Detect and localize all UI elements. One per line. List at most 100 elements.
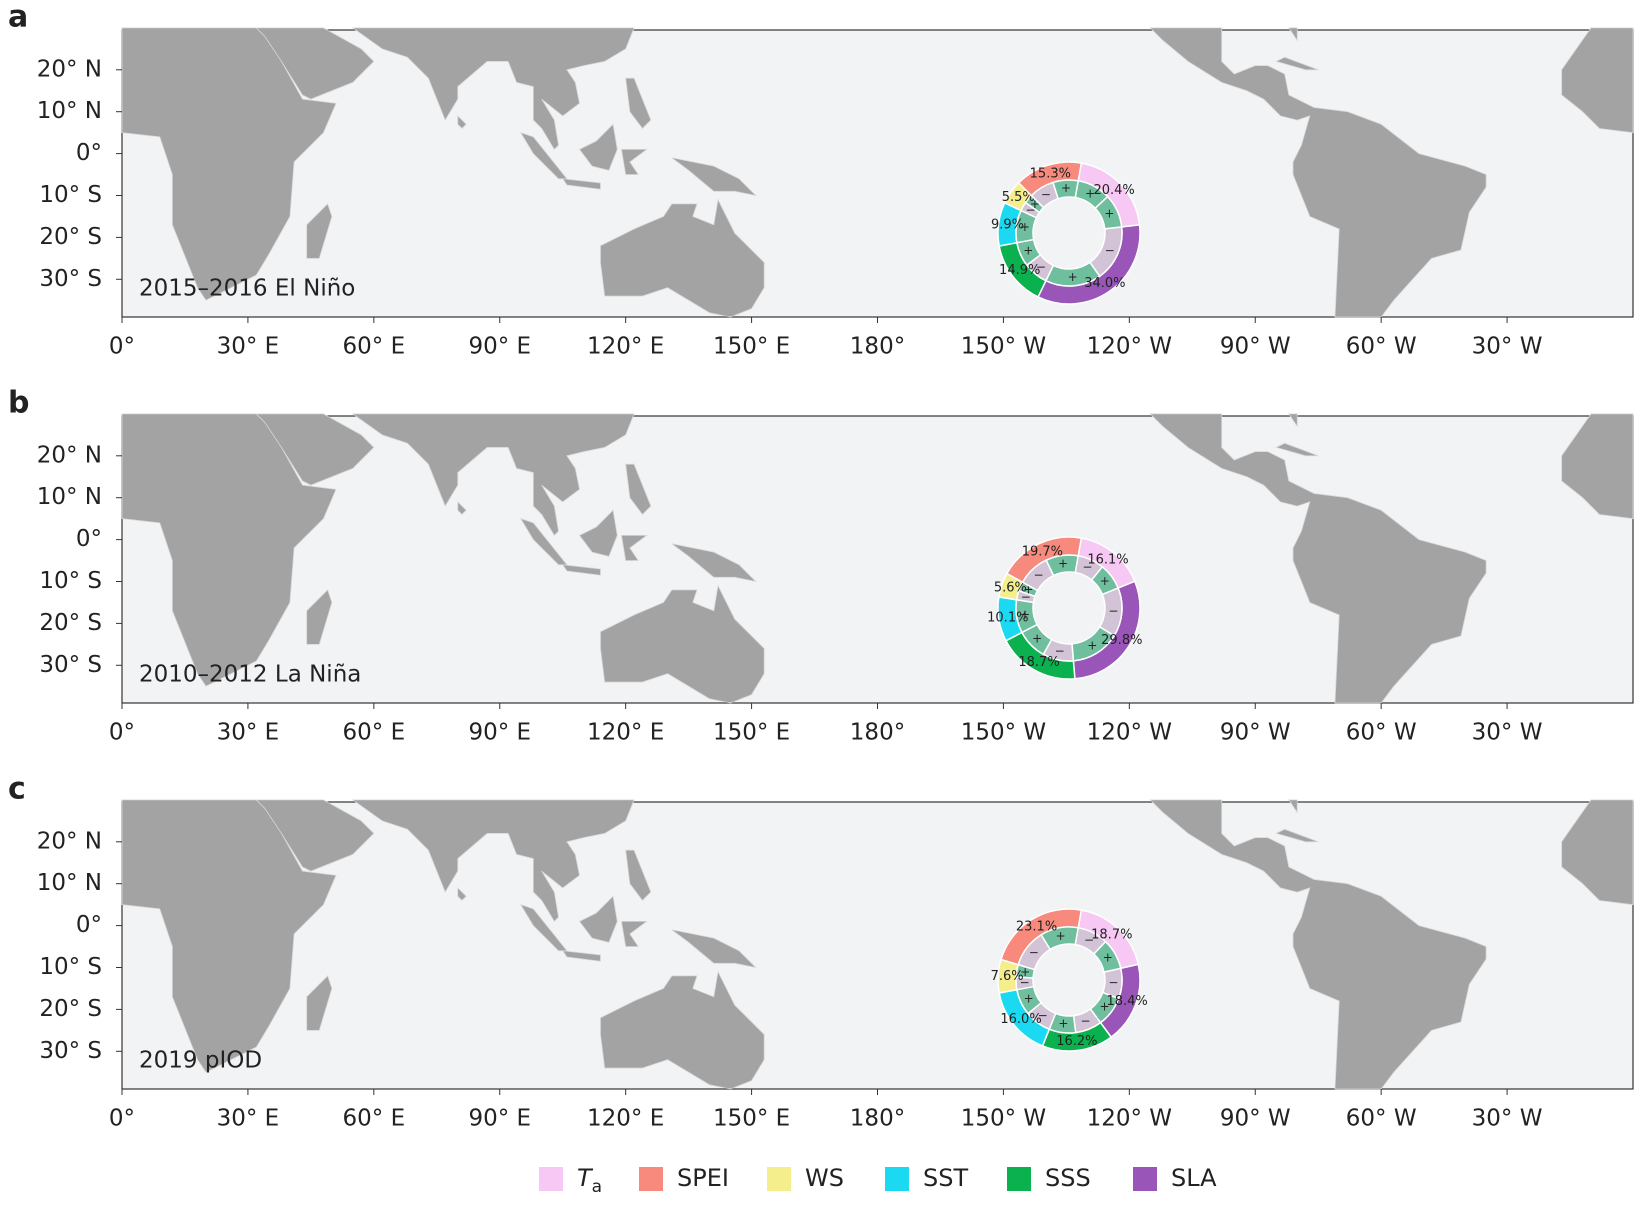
inner-sign: − [1055,644,1065,658]
y-tick-label: 0° [76,912,102,938]
y-tick-label: 10° S [39,568,102,594]
legend-name: WS [805,1164,844,1192]
legend-label: SPEI [677,1164,729,1192]
y-tick-label: 10° S [39,954,102,980]
legend-swatch [639,1167,663,1191]
inner-sign: + [1032,632,1042,646]
inner-sign: − [1038,1008,1048,1022]
land [578,509,618,557]
y-tick-label: 20° S [39,610,102,636]
land [620,921,648,947]
x-tick-label: 30° W [1472,334,1543,360]
land [457,886,467,902]
x-tick-label: 30° W [1472,1106,1543,1132]
land [457,500,467,516]
y-tick-label: 0° [76,526,102,552]
percent-label: 19.7% [1022,545,1063,560]
y-tick-label: 30° S [39,652,102,678]
inner-sign: − [1029,945,1039,959]
legend-swatch [539,1167,563,1191]
inner-segment [1040,926,1080,951]
land [671,157,757,197]
x-tick-label: 120° E [587,720,664,746]
inner-sign: − [1025,203,1035,217]
land [306,975,333,1031]
percent-label: 14.9% [999,263,1040,278]
percent-label: 18.7% [1091,928,1132,943]
land [351,413,635,537]
land [1288,413,1298,428]
x-tick-label: 120° W [1087,720,1172,746]
y-tick-label: 10° S [39,182,102,208]
inner-sign: + [1023,244,1033,258]
land [561,178,601,190]
x-tick-label: 150° W [961,720,1046,746]
inner-sign: − [1108,604,1118,618]
land [671,543,757,583]
x-tick-label: 30° E [217,720,280,746]
land [306,589,333,645]
land [306,203,333,259]
land [600,970,765,1090]
legend-name: SSS [1045,1164,1091,1192]
inner-sign: + [1020,608,1030,622]
y-tick-label: 20° S [39,224,102,250]
inner-sign: + [1024,991,1034,1005]
y-tick-label: 10° N [37,484,102,510]
land [1561,413,1634,520]
inner-sign: + [1103,951,1113,965]
inner-sign: + [1100,999,1110,1013]
y-tick-label: 20° N [37,442,102,468]
x-tick-label: 60° W [1346,334,1417,360]
inner-sign: − [1081,1014,1091,1028]
land [625,849,652,902]
legend-swatch [767,1167,791,1191]
land [578,123,618,171]
y-tick-label: 30° S [39,1038,102,1064]
inner-sign: + [1104,207,1114,221]
inner-sign: − [1036,260,1046,274]
x-tick-label: 180° [850,334,905,360]
x-tick-label: 60° E [343,334,406,360]
land [561,564,601,576]
y-tick-label: 20° N [37,828,102,854]
inner-sign: + [1087,638,1097,652]
percent-label: 7.6% [991,969,1024,984]
land [351,799,635,923]
x-tick-label: 180° [850,1106,905,1132]
land [255,799,375,872]
inner-sign: − [1082,560,1092,574]
legend-name: SST [923,1164,968,1192]
land [620,149,648,175]
land [457,114,467,130]
legend-swatch [1007,1167,1031,1191]
inner-sign: + [1056,929,1066,943]
y-tick-label: 30° S [39,266,102,292]
land [671,929,757,969]
x-tick-label: 150° E [713,720,790,746]
inner-sign: − [1034,568,1044,582]
x-tick-label: 30° E [217,1106,280,1132]
land [351,27,635,151]
percent-label: 18.4% [1106,994,1147,1009]
x-tick-label: 120° W [1087,334,1172,360]
legend-label: Ta [577,1164,602,1197]
percent-label: 16.1% [1087,552,1128,567]
y-tick-label: 20° N [37,56,102,82]
legend-sub: a [592,1177,602,1197]
inner-segment [1045,554,1080,577]
land [1149,799,1487,1090]
x-tick-label: 150° E [713,1106,790,1132]
land [1288,27,1298,42]
legend-name: T [577,1164,594,1192]
inner-sign: − [1105,244,1115,258]
x-tick-label: 60° E [343,720,406,746]
land [625,463,652,516]
x-tick-label: 90° E [468,334,531,360]
land [561,950,601,962]
x-tick-label: 60° E [343,1106,406,1132]
legend-name: SPEI [677,1164,729,1192]
percent-label: 20.4% [1093,183,1134,198]
percent-label: 18.7% [1018,655,1059,670]
land [1275,56,1319,71]
